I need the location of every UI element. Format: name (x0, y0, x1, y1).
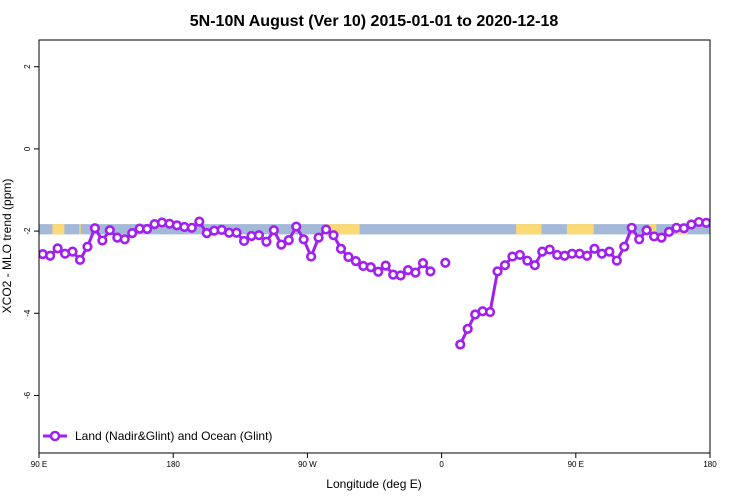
data-point (440, 257, 451, 268)
data-point (365, 262, 376, 273)
data-point (484, 306, 496, 318)
y-axis-label: XCO2 - MLO trend (ppm) (0, 179, 14, 314)
x-tick-label: 0 (439, 460, 444, 469)
data-point (97, 235, 108, 246)
data-point (320, 224, 332, 235)
land-patch (52, 224, 65, 235)
data-point (298, 234, 309, 245)
data-point (589, 243, 600, 254)
data-point (67, 246, 78, 257)
data-point (514, 249, 525, 261)
data-point (499, 260, 511, 271)
data-point (194, 216, 205, 227)
data-point (544, 244, 555, 255)
land-patch (566, 224, 594, 235)
data-point (313, 232, 324, 243)
data-point (350, 255, 361, 267)
data-point (380, 260, 391, 271)
legend: Land (Nadir&Glint) and Ocean (Glint) (43, 429, 272, 443)
data-point (619, 241, 630, 252)
data-point (455, 339, 466, 350)
data-point (410, 267, 421, 278)
data-point (74, 254, 86, 265)
data-point (343, 251, 354, 263)
ocean-band (39, 224, 710, 235)
y-tick-label: -4 (23, 309, 32, 317)
legend-marker-swatch (49, 430, 61, 442)
data-point (529, 260, 540, 271)
x-tick-label: 90 E (31, 460, 47, 469)
data-point (492, 266, 503, 277)
data-point (462, 323, 473, 334)
land-patch (648, 224, 657, 235)
data-point (641, 225, 652, 236)
x-axis: 90 E 180 90 W 0 90 E 180 (31, 453, 717, 469)
x-tick-label: 180 (703, 460, 717, 469)
data-point (611, 255, 622, 266)
data-point (522, 255, 533, 266)
data-point (604, 246, 615, 257)
x-axis-label: Longitude (deg E) (326, 477, 421, 491)
data-point (283, 235, 294, 246)
data-point (656, 232, 667, 243)
data-point (276, 239, 287, 250)
x-tick-label: 90 E (568, 460, 584, 469)
data-point (142, 223, 153, 235)
data-point (701, 217, 710, 228)
land-patch (516, 224, 542, 235)
data-point (581, 250, 593, 261)
y-tick-label: 0 (23, 146, 32, 151)
data-point (417, 258, 429, 269)
data-point (678, 223, 690, 234)
x-tick-label: 180 (167, 460, 181, 469)
plot-frame (38, 39, 711, 454)
data-point (186, 222, 197, 233)
data-point (626, 222, 637, 233)
y-axis: 2 0 -2 -4 -6 (23, 64, 39, 399)
data-point (52, 243, 63, 254)
data-point (425, 266, 436, 277)
data-point (328, 230, 339, 241)
data-point (261, 236, 272, 247)
data-point (253, 230, 265, 241)
y-tick-label: 2 (23, 64, 32, 69)
data-point (89, 223, 101, 234)
data-point (395, 270, 406, 281)
data-point (238, 235, 250, 247)
chart-title: 5N-10N August (Ver 10) 2015-01-01 to 202… (190, 13, 559, 30)
data-point (634, 234, 645, 245)
data-point (104, 225, 115, 236)
land-patch (325, 224, 360, 235)
land-patch (79, 224, 81, 235)
y-tick-label: -6 (23, 391, 32, 399)
data-point (663, 226, 675, 238)
series-lines (42, 220, 707, 346)
data-point (82, 241, 93, 252)
data-point (45, 250, 56, 261)
data-point (119, 234, 130, 245)
data-point (306, 251, 317, 262)
data-point (335, 243, 347, 254)
legend-label: Land (Nadir&Glint) and Ocean (Glint) (75, 429, 272, 443)
data-point (231, 227, 242, 238)
data-point (127, 228, 138, 239)
series-line (458, 220, 707, 346)
y-tick-label: -2 (23, 227, 32, 235)
x-tick-label: 90 W (298, 460, 317, 469)
data-point (268, 225, 279, 236)
data-point (373, 266, 384, 277)
data-point (291, 221, 302, 232)
series-points (39, 216, 710, 350)
